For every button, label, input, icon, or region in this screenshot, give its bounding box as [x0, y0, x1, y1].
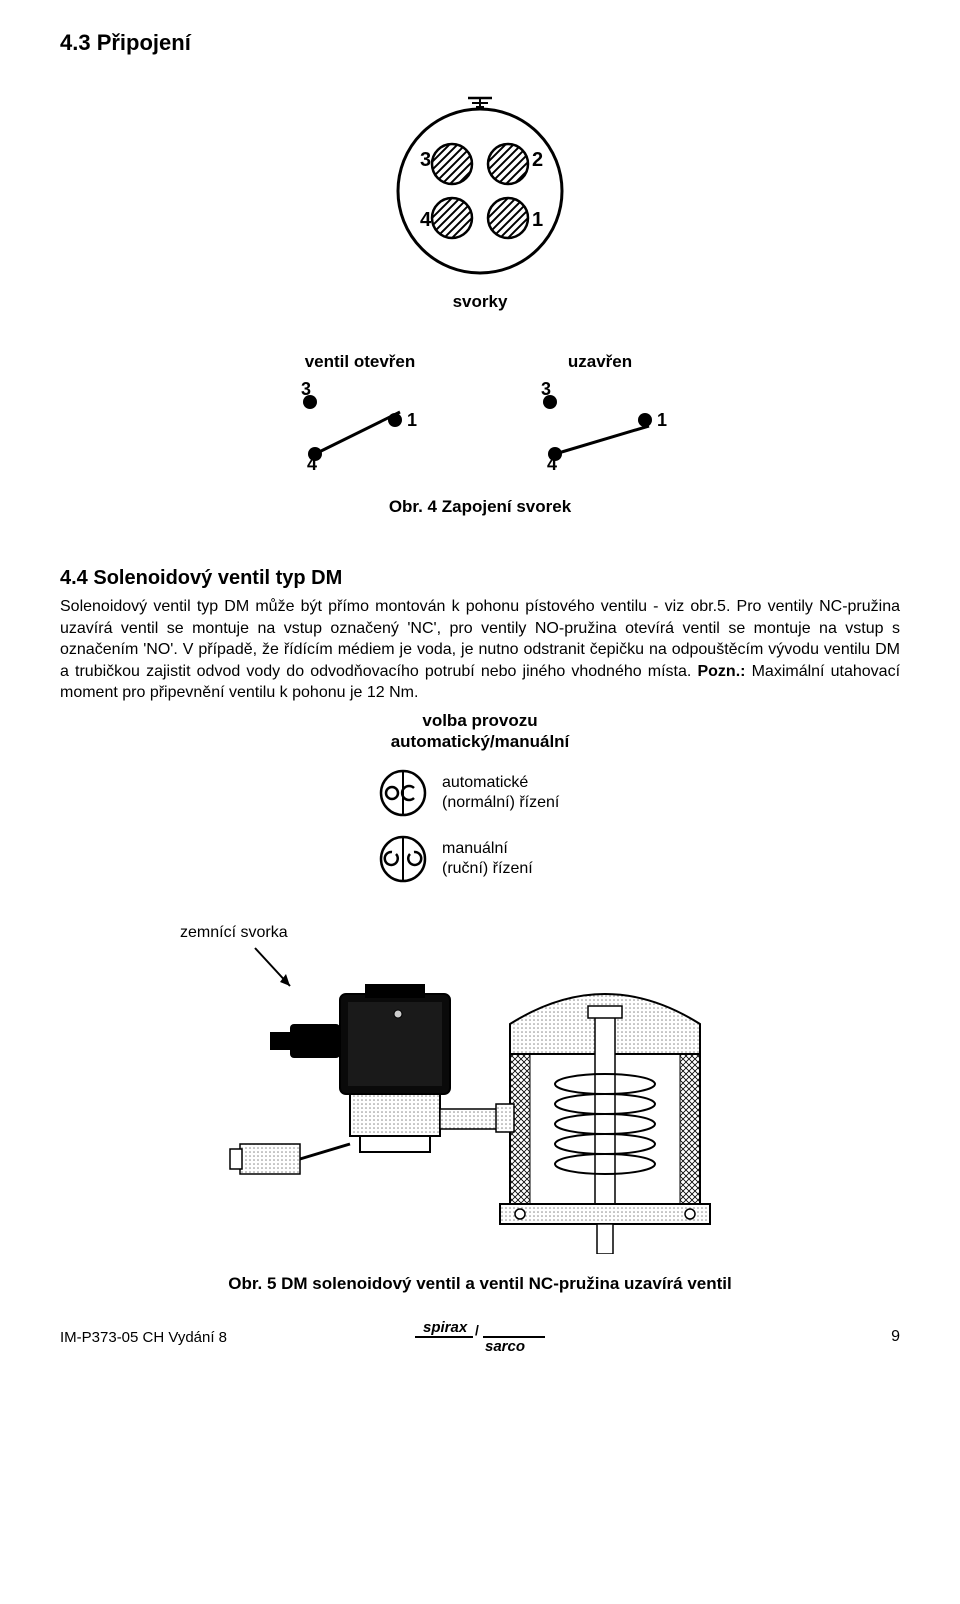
actuator-cutaway — [496, 994, 710, 1254]
page-footer: IM-P373-05 CH Vydání 8 spirax / sarco 9 — [60, 1318, 900, 1356]
pozn-label: Pozn.: — [697, 663, 751, 680]
svg-text:4: 4 — [547, 454, 557, 472]
switch-open-svg: 3 1 4 — [285, 382, 435, 472]
mode-manual-line1: manuální — [442, 840, 508, 857]
switch-open-title: ventil otevřen — [285, 352, 435, 372]
terminal-label-1: 1 — [532, 209, 543, 231]
footer-doc-id: IM-P373-05 CH Vydání 8 — [60, 1329, 340, 1346]
ground-arrow-icon — [250, 946, 310, 996]
mode-title-line2: automatický/manuální — [391, 732, 570, 751]
svg-text:1: 1 — [657, 410, 667, 430]
mode-manual-icon — [378, 834, 428, 884]
figure5-caption: Obr. 5 DM solenoidový ventil a ventil NC… — [60, 1274, 900, 1294]
figure4-caption: Obr. 4 Zapojení svorek — [60, 497, 900, 517]
section-44-paragraph: Solenoidový ventil typ DM může být přímo… — [60, 596, 900, 704]
svg-text:spirax: spirax — [423, 1319, 468, 1336]
section-44-heading: 4.4 Solenoidový ventil typ DM — [60, 567, 900, 590]
mode-selector-block: volba provozu automatický/manuální autom… — [60, 710, 900, 885]
svg-text:4: 4 — [307, 454, 317, 472]
section-43-heading: 4.3 Připojení — [60, 30, 900, 56]
svg-text:3: 3 — [301, 382, 311, 399]
footer-page-number: 9 — [620, 1328, 900, 1346]
svg-text:/: / — [475, 1322, 479, 1338]
mode-auto-line2: (normální) řízení — [442, 794, 559, 811]
switch-diagram-row: ventil otevřen 3 1 4 uzavřen 3 1 4 — [60, 352, 900, 477]
switch-closed-svg: 3 1 4 — [525, 382, 675, 472]
solenoid-block — [230, 984, 500, 1174]
terminals-svg: 3 2 4 1 — [380, 86, 580, 286]
mode-auto-icon — [378, 768, 428, 818]
ground-terminal-label: zemnící svorka — [180, 924, 288, 942]
terminal-label-4: 4 — [420, 209, 432, 231]
switch-closed-title: uzavřen — [525, 352, 675, 372]
svg-text:3: 3 — [541, 382, 551, 399]
terminal-label-3: 3 — [420, 149, 431, 171]
svg-text:1: 1 — [407, 410, 417, 430]
figure5-block: zemnící svorka — [60, 924, 900, 1294]
terminals-diagram-block: 3 2 4 1 svorky — [60, 86, 900, 312]
mode-title-line1: volba provozu — [422, 711, 537, 730]
spirax-sarco-logo: spirax / sarco — [415, 1318, 545, 1356]
terminals-caption: svorky — [60, 292, 900, 312]
mode-manual-line2: (ruční) řízení — [442, 860, 533, 877]
valve-assembly-svg — [200, 954, 760, 1254]
terminal-label-2: 2 — [532, 149, 543, 171]
svg-text:sarco: sarco — [485, 1338, 525, 1355]
mode-auto-line1: automatické — [442, 774, 528, 791]
